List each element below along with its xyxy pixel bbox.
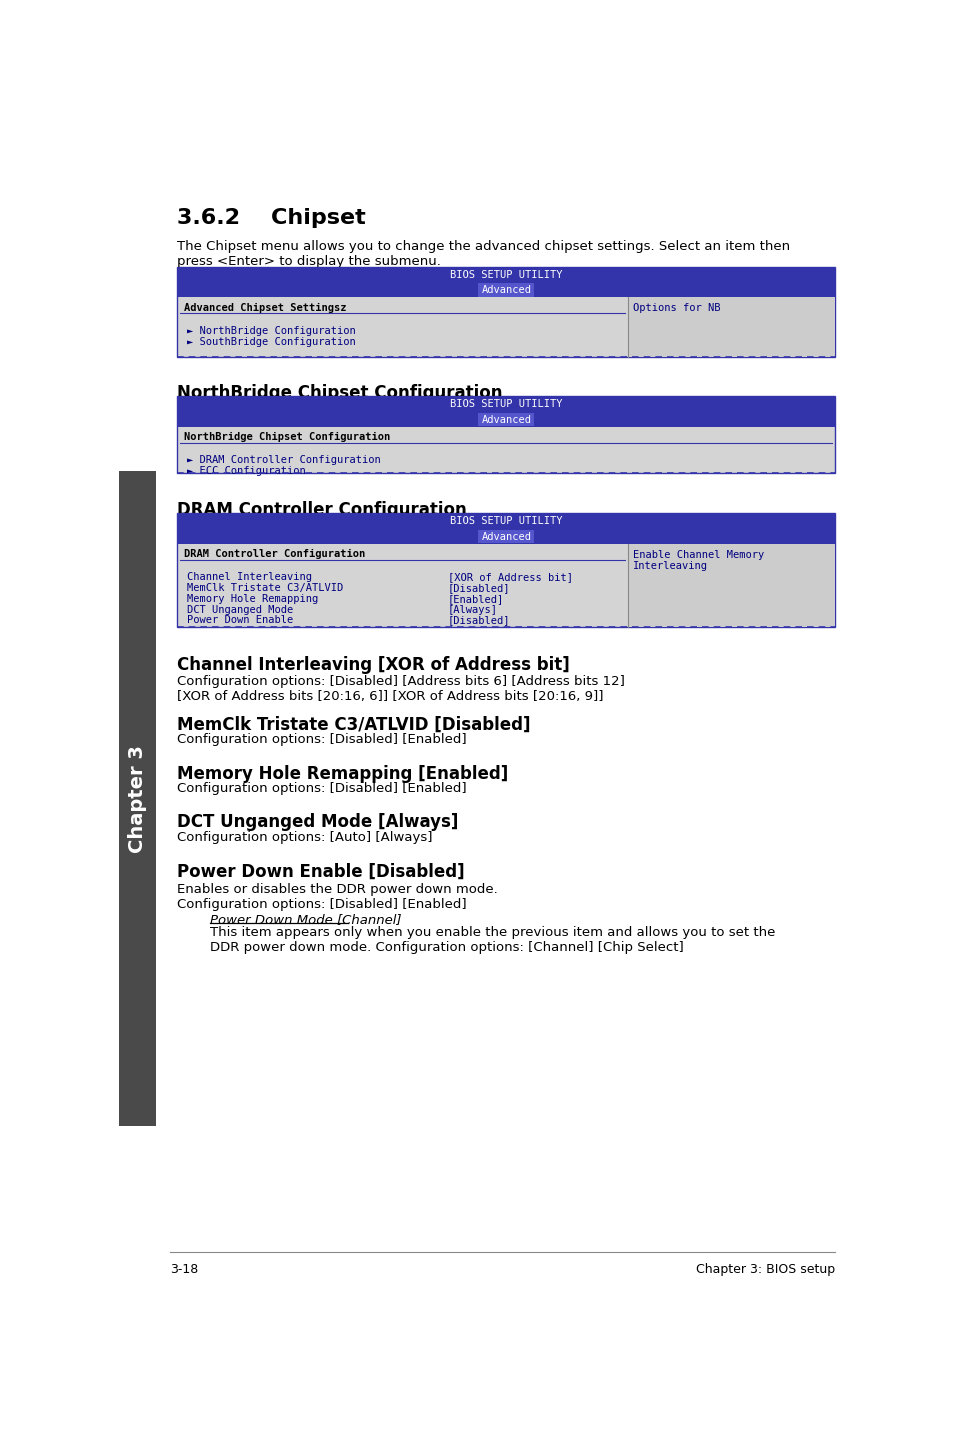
Text: NorthBridge Chipset Configuration: NorthBridge Chipset Configuration — [183, 431, 390, 441]
Text: This item appears only when you enable the previous item and allows you to set t: This item appears only when you enable t… — [210, 926, 775, 955]
Bar — [177, 413, 835, 427]
Text: ► SouthBridge Configuration: ► SouthBridge Configuration — [187, 336, 355, 347]
Text: Options for NB: Options for NB — [632, 303, 720, 313]
Text: DCT Unganged Mode: DCT Unganged Mode — [187, 604, 293, 614]
Text: Enables or disables the DDR power down mode.
Configuration options: [Disabled] [: Enables or disables the DDR power down m… — [177, 883, 497, 910]
Bar — [177, 513, 835, 529]
Text: Memory Hole Remapping: Memory Hole Remapping — [187, 594, 317, 604]
Text: Configuration options: [Disabled] [Enabled]: Configuration options: [Disabled] [Enabl… — [177, 733, 467, 746]
Text: Advanced: Advanced — [481, 285, 531, 295]
Text: Power Down Mode [Channel]: Power Down Mode [Channel] — [210, 913, 401, 926]
Text: Channel Interleaving: Channel Interleaving — [187, 572, 312, 582]
Text: Configuration options: [Auto] [Always]: Configuration options: [Auto] [Always] — [177, 831, 433, 844]
Text: Advanced: Advanced — [481, 532, 531, 542]
Text: DRAM Controller Configuration: DRAM Controller Configuration — [183, 549, 364, 559]
Text: Enable Channel Memory
Interleaving: Enable Channel Memory Interleaving — [632, 549, 763, 571]
Text: [Always]: [Always] — [447, 604, 497, 614]
Bar — [478, 529, 534, 544]
Bar — [478, 283, 534, 296]
Text: Advanced Chipset Settingsz: Advanced Chipset Settingsz — [183, 302, 346, 312]
Text: [XOR of Address bit]: [XOR of Address bit] — [447, 572, 572, 582]
Text: ► DRAM Controller Configuration: ► DRAM Controller Configuration — [187, 456, 380, 464]
Text: Memory Hole Remapping [Enabled]: Memory Hole Remapping [Enabled] — [177, 765, 508, 782]
Text: Chapter 3: BIOS setup: Chapter 3: BIOS setup — [696, 1263, 835, 1276]
Text: ► ECC Configuration: ► ECC Configuration — [187, 466, 305, 476]
Text: MemClk Tristate C3/ATLVID [Disabled]: MemClk Tristate C3/ATLVID [Disabled] — [177, 716, 530, 733]
Text: BIOS SETUP UTILITY: BIOS SETUP UTILITY — [450, 400, 562, 410]
Text: Advanced: Advanced — [481, 414, 531, 424]
Text: Configuration options: [Disabled] [Address bits 6] [Address bits 12]
[XOR of Add: Configuration options: [Disabled] [Addre… — [177, 676, 624, 703]
Bar — [478, 413, 534, 426]
Text: 3.6.2    Chipset: 3.6.2 Chipset — [177, 209, 366, 229]
Bar — [177, 395, 835, 413]
Text: [Enabled]: [Enabled] — [447, 594, 503, 604]
Text: DRAM Controller Configuration: DRAM Controller Configuration — [177, 500, 467, 519]
Bar — [119, 472, 156, 1126]
Text: 3-18: 3-18 — [170, 1263, 197, 1276]
Bar — [627, 298, 835, 358]
Bar — [627, 544, 835, 627]
Text: ► NorthBridge Configuration: ► NorthBridge Configuration — [187, 326, 355, 336]
Bar — [177, 395, 835, 473]
Text: The Chipset menu allows you to change the advanced chipset settings. Select an i: The Chipset menu allows you to change th… — [177, 240, 790, 269]
Text: [Disabled]: [Disabled] — [447, 582, 510, 592]
Text: NorthBridge Chipset Configuration: NorthBridge Chipset Configuration — [177, 384, 502, 403]
Text: DCT Unganged Mode [Always]: DCT Unganged Mode [Always] — [177, 814, 458, 831]
Text: Chapter 3: Chapter 3 — [129, 745, 147, 853]
Text: Channel Interleaving [XOR of Address bit]: Channel Interleaving [XOR of Address bit… — [177, 656, 570, 674]
Text: BIOS SETUP UTILITY: BIOS SETUP UTILITY — [450, 516, 562, 526]
Text: Power Down Enable: Power Down Enable — [187, 615, 293, 626]
Text: Configuration options: [Disabled] [Enabled]: Configuration options: [Disabled] [Enabl… — [177, 782, 467, 795]
Text: BIOS SETUP UTILITY: BIOS SETUP UTILITY — [450, 270, 562, 280]
Bar — [177, 529, 835, 544]
Bar — [177, 513, 835, 627]
Bar — [177, 266, 835, 358]
Text: Power Down Enable [Disabled]: Power Down Enable [Disabled] — [177, 863, 464, 880]
Text: MemClk Tristate C3/ATLVID: MemClk Tristate C3/ATLVID — [187, 582, 342, 592]
Bar — [177, 266, 835, 283]
Text: [Disabled]: [Disabled] — [447, 615, 510, 626]
Bar — [177, 283, 835, 298]
